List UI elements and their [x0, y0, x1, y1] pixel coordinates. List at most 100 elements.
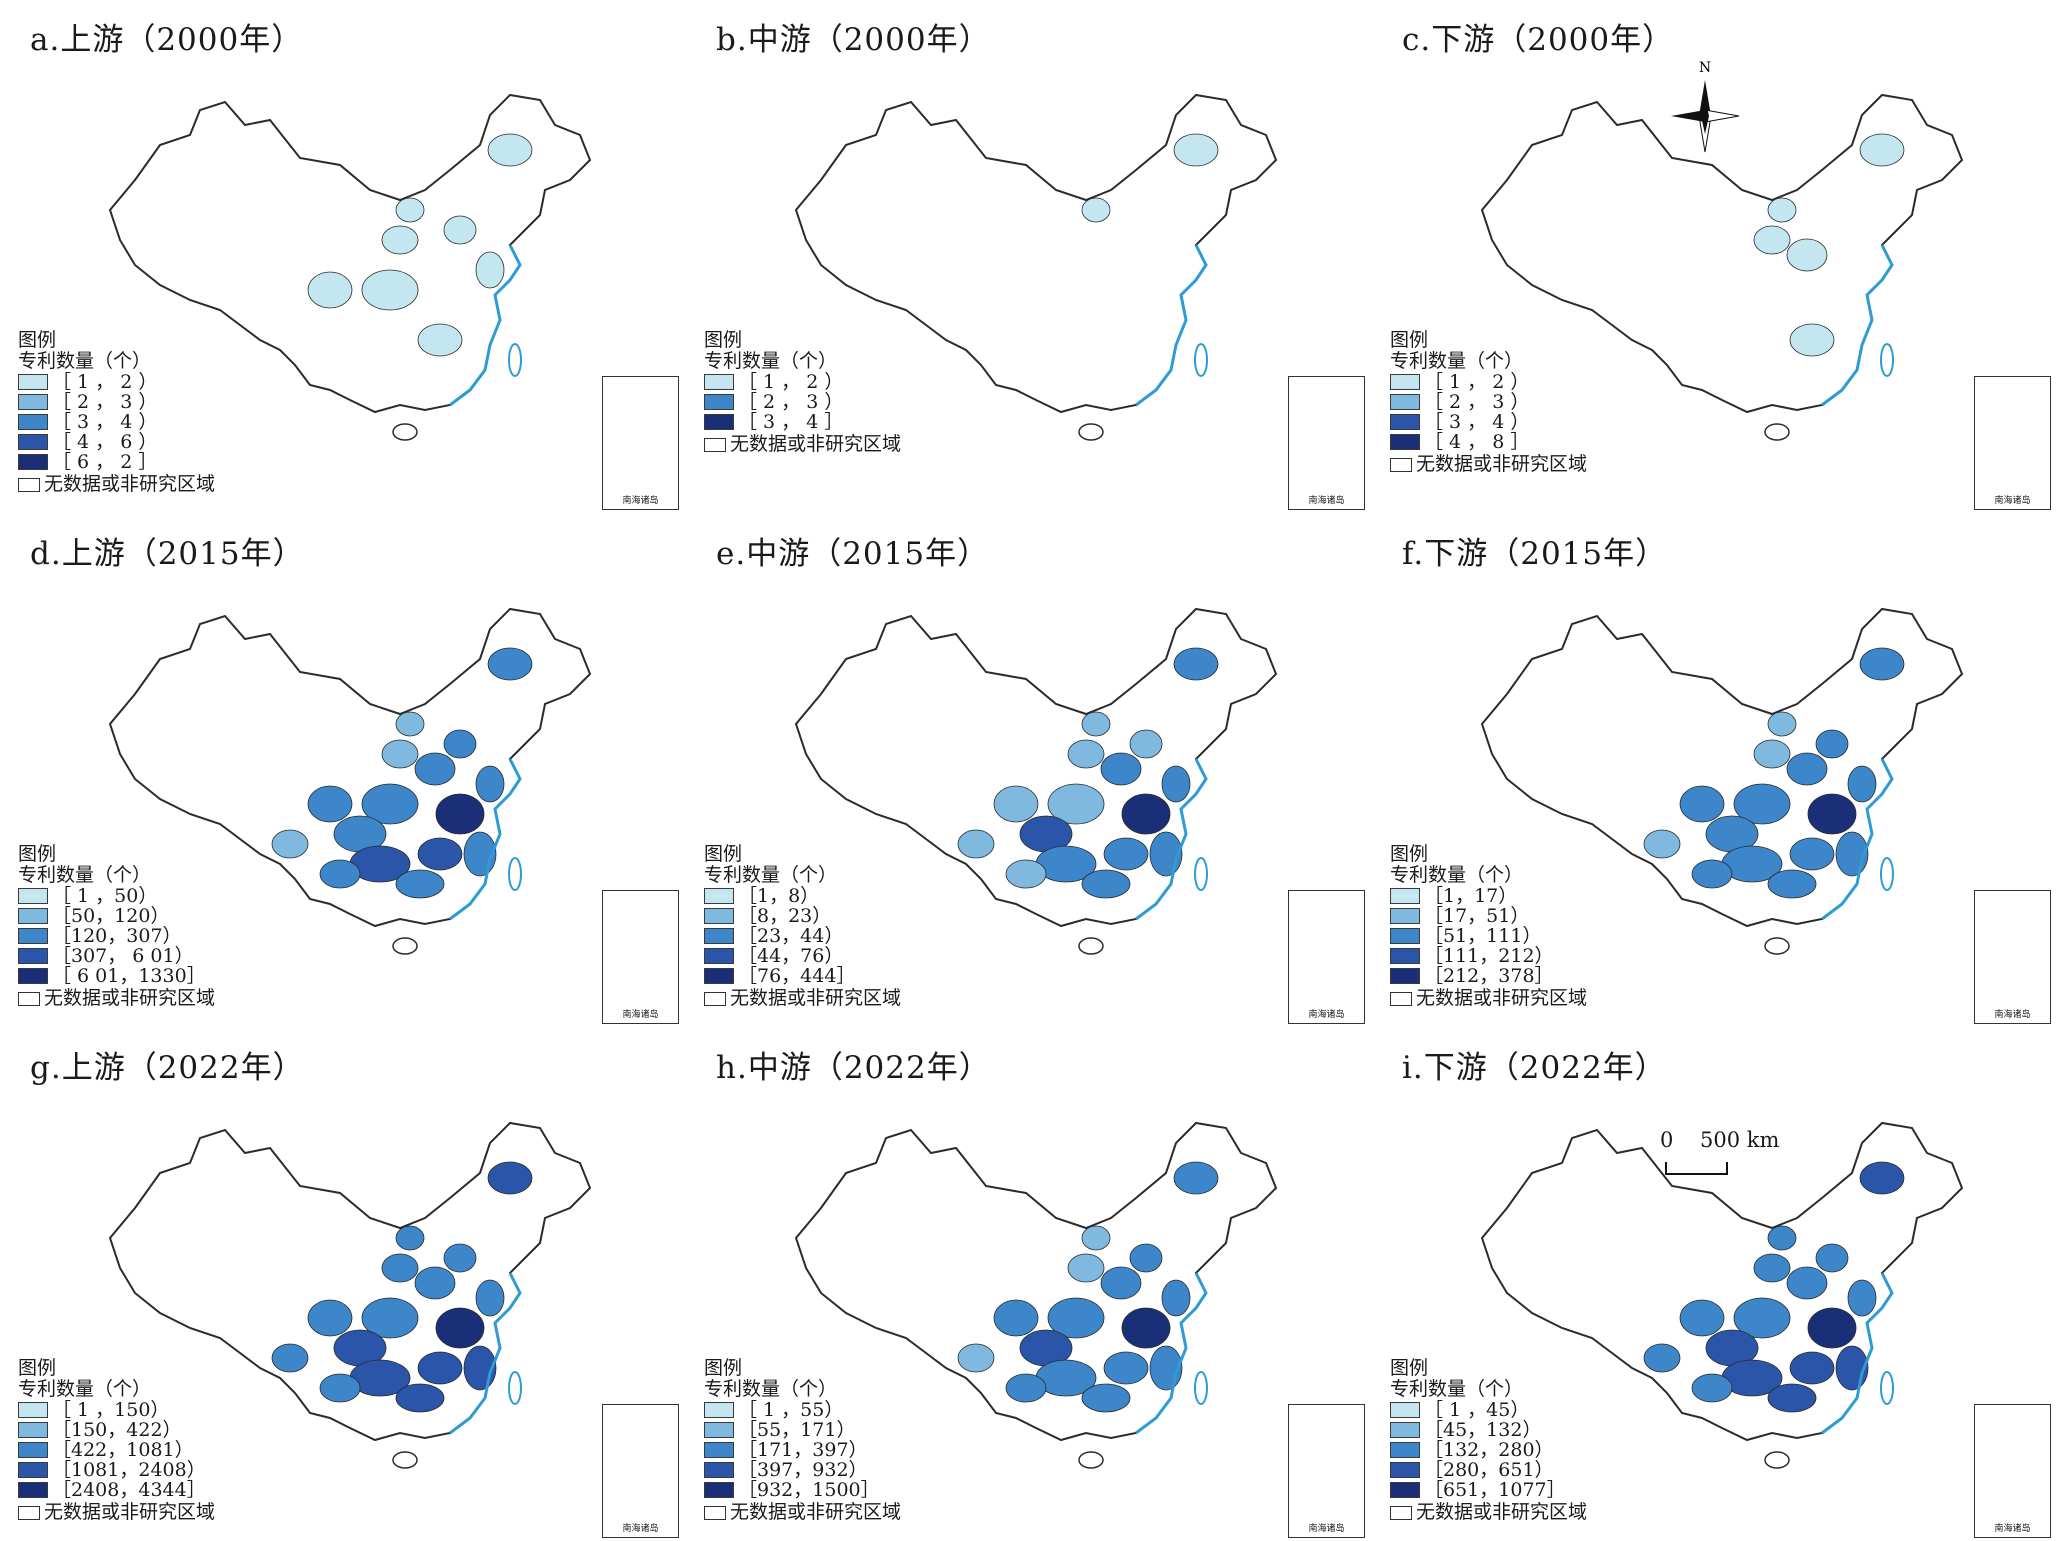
- legend-class-row: ［44，76）: [704, 945, 901, 966]
- hainan-island: [1764, 937, 1790, 955]
- legend-class-row: ［ 2 ， 3 ）: [704, 391, 901, 412]
- region-area: [1643, 1343, 1681, 1373]
- south-china-sea-inset: 南海诸岛: [1288, 1404, 1365, 1538]
- legend-class-row: ［55，171）: [704, 1419, 901, 1440]
- region-area: [435, 1307, 485, 1349]
- region-area: [307, 271, 353, 309]
- legend-no-data: 无数据或非研究区域: [1390, 988, 1587, 1009]
- region-area: [1103, 837, 1149, 871]
- legend-class-row: ［171，397）: [704, 1439, 901, 1460]
- region-area: [361, 1297, 419, 1339]
- region-area: [475, 1279, 505, 1317]
- legend-range: ［ 6 01，1330］: [52, 964, 206, 987]
- region-area: [1807, 793, 1857, 835]
- legend-range: ［ 1 ，55）: [738, 1398, 844, 1421]
- legend-range: ［120，307）: [52, 924, 182, 947]
- region-area: [1643, 829, 1681, 859]
- legend-swatch: [18, 1422, 48, 1438]
- legend-swatch: [1390, 908, 1420, 924]
- legend: 图例 专利数量（个） ［ 1 ， 2 ） ［ 2 ， 3 ） ［ 3 ， 4 ） ［ …: [18, 330, 215, 495]
- legend-range: ［45，132）: [1424, 1418, 1542, 1441]
- legend-title: 图例: [1390, 1357, 1429, 1379]
- region-area: [1173, 1161, 1219, 1195]
- region-area: [271, 1343, 309, 1373]
- legend-range: ［ 1 ， 2 ）: [52, 370, 158, 393]
- inset-label: 南海诸岛: [622, 496, 659, 506]
- south-china-sea-inset: 南海诸岛: [602, 376, 679, 510]
- no-data-swatch: [1390, 457, 1412, 472]
- region-area: [1733, 1297, 1791, 1339]
- taiwan-island: [508, 343, 522, 377]
- legend-no-data: 无数据或非研究区域: [704, 988, 901, 1009]
- region-area: [1789, 837, 1835, 871]
- legend-title: 图例: [1390, 843, 1429, 865]
- hainan-island: [1764, 1451, 1790, 1469]
- map-panel-f: f.下游（2015年） 图例 专利数量（个） ［1，17） ［17，51） ［51，…: [1372, 514, 2058, 1027]
- no-data-label: 无数据或非研究区域: [1416, 453, 1588, 475]
- legend: 图例 专利数量（个） ［ 1 ，45） ［45，132） ［132，280） ［280…: [1390, 1358, 1587, 1523]
- legend-classes: ［ 1 ， 2 ） ［ 2 ， 3 ） ［ 3 ， 4 ） ［ 4 ， 8 ］: [1390, 370, 1587, 452]
- hainan-island: [392, 1451, 418, 1469]
- legend-no-data: 无数据或非研究区域: [1390, 454, 1587, 475]
- legend-class-row: ［76，444］: [704, 965, 901, 986]
- legend-class-row: ［932，1500］: [704, 1478, 901, 1501]
- coastline: [1135, 244, 1208, 407]
- south-china-sea-inset: 南海诸岛: [1974, 890, 2051, 1024]
- taiwan-island: [508, 1371, 522, 1405]
- region-area: [1815, 729, 1849, 759]
- inset-label: 南海诸岛: [1994, 496, 2031, 506]
- region-area: [414, 1266, 456, 1300]
- legend: 图例 专利数量（个） ［1，17） ［17，51） ［51，111） ［111，212…: [1390, 844, 1587, 1009]
- scale-bar: 0 500 km: [1650, 1128, 1800, 1188]
- legend-class-row: ［ 3 ， 4 ］: [704, 411, 901, 432]
- region-area: [475, 765, 505, 803]
- no-data-label: 无数据或非研究区域: [1416, 987, 1588, 1009]
- legend-class-row: ［ 1 ，45）: [1390, 1399, 1587, 1420]
- south-china-sea-inset: 南海诸岛: [602, 890, 679, 1024]
- legend-classes: ［ 1 ，150） ［150，422） ［422，1081） ［1081，2408） ［…: [18, 1399, 215, 1500]
- region-area: [1847, 765, 1877, 803]
- region-area: [395, 869, 445, 899]
- taiwan-island: [508, 857, 522, 891]
- legend-class-row: ［1，8）: [704, 884, 901, 907]
- hainan-island: [392, 423, 418, 441]
- legend-swatch: [1390, 1482, 1420, 1498]
- legend-classes: ［ 1 ， 2 ） ［ 2 ， 3 ） ［ 3 ， 4 ） ［ 4 ， 6 ） ［ 6 …: [18, 370, 215, 472]
- legend-swatch: [18, 374, 48, 390]
- region-area: [1767, 711, 1797, 737]
- region-area: [1173, 647, 1219, 681]
- region-area: [1081, 197, 1111, 223]
- legend-range: ［ 1 ， 2 ）: [1424, 370, 1530, 393]
- no-data-label: 无数据或非研究区域: [730, 987, 902, 1009]
- map-panel-a: a.上游（2000年） 图例 专利数量（个） ［ 1 ， 2 ） ［ 2 ， 3 …: [0, 0, 686, 513]
- legend-title: 图例: [704, 329, 743, 351]
- region-area: [417, 323, 463, 357]
- legend: 图例 专利数量（个） ［ 1 ， 2 ） ［ 2 ， 3 ） ［ 3 ， 4 ］ 无…: [704, 330, 901, 455]
- no-data-label: 无数据或非研究区域: [1416, 1501, 1588, 1523]
- map-layer: [1480, 607, 1964, 955]
- legend-swatch: [1390, 1442, 1420, 1458]
- legend-swatch: [1390, 1402, 1420, 1418]
- coastline: [449, 244, 522, 407]
- legend-swatch: [704, 888, 734, 904]
- region-area: [271, 829, 309, 859]
- region-area: [1047, 783, 1105, 825]
- legend-range: ［1，8）: [738, 884, 820, 907]
- legend-classes: ［ 1 ，50） ［50，120） ［120，307） ［307， 6 01） ［ 6 …: [18, 885, 215, 987]
- region-area: [1859, 1161, 1905, 1195]
- south-china-sea-inset: 南海诸岛: [1974, 376, 2051, 510]
- legend-no-data: 无数据或非研究区域: [704, 1502, 901, 1523]
- region-area: [1789, 323, 1835, 357]
- region-area: [1679, 785, 1725, 823]
- china-map: [108, 93, 592, 441]
- legend: 图例 专利数量（个） ［ 1 ，50） ［50，120） ［120，307） ［307…: [18, 844, 215, 1009]
- china-map: [108, 607, 592, 955]
- taiwan-island: [1194, 857, 1208, 891]
- legend-range: ［1081，2408）: [52, 1458, 206, 1481]
- legend-swatch: [704, 1402, 734, 1418]
- legend-class-row: ［212，378］: [1390, 965, 1587, 986]
- legend-range: ［932，1500］: [738, 1478, 880, 1501]
- region-area: [435, 793, 485, 835]
- legend-class-row: ［ 6 01，1330］: [18, 964, 215, 987]
- legend-subtitle: 专利数量（个）: [18, 864, 152, 886]
